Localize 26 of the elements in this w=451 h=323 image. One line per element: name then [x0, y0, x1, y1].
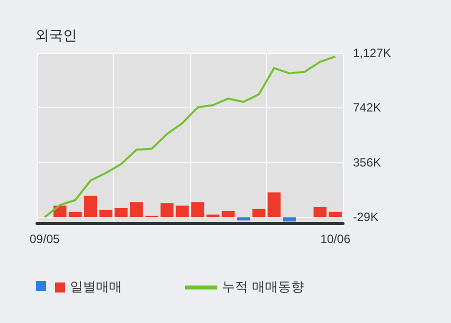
bar — [68, 212, 82, 218]
bar — [268, 192, 281, 218]
legend-label: 일별매매 — [70, 280, 122, 295]
y-tick-label: 356K — [353, 156, 382, 170]
bar — [114, 208, 128, 218]
y-tick-label: -29K — [353, 210, 378, 224]
bar — [282, 217, 296, 222]
bar — [328, 212, 342, 218]
bar — [130, 202, 143, 218]
y-tick-label: 742K — [353, 100, 382, 115]
y-tick-label: 1,127K — [353, 46, 392, 60]
bar — [191, 202, 204, 218]
legend-label: 누적 매매동향 — [222, 280, 304, 295]
x-tick-label: 10/06 — [320, 232, 351, 246]
bar — [176, 206, 189, 218]
bar — [222, 210, 235, 218]
bar — [99, 210, 112, 218]
bar — [237, 217, 250, 220]
bar — [252, 208, 266, 218]
bar — [314, 206, 327, 218]
bar — [206, 214, 220, 218]
bar — [160, 203, 174, 218]
line-series — [44, 56, 336, 218]
bar — [84, 196, 98, 218]
chart-title: 외국인 — [35, 28, 77, 44]
x-tick-label: 09/05 — [30, 232, 60, 246]
